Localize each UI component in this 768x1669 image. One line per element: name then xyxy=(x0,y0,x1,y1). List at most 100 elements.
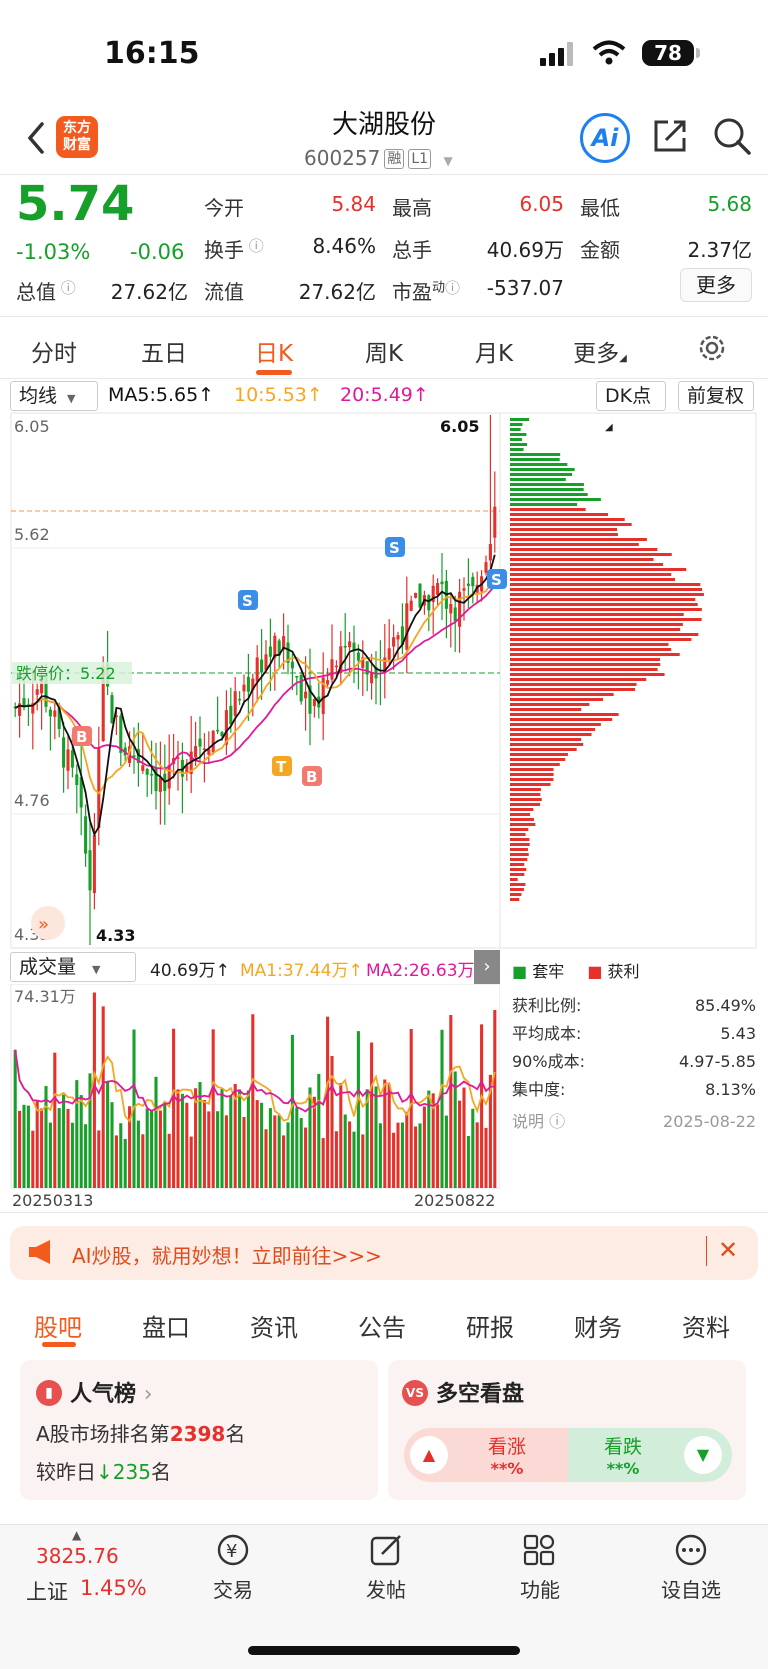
chip-bar xyxy=(510,858,528,861)
nav-post[interactable]: 发帖 xyxy=(366,1578,406,1602)
chip-bar xyxy=(510,843,530,846)
chip-bar xyxy=(510,603,698,606)
banner-text[interactable]: AI炒股，就用妙想！立即前往>>> xyxy=(72,1244,382,1268)
candle-body xyxy=(431,585,435,603)
volume-selector[interactable]: 成交量 ▼ xyxy=(10,952,136,982)
tab-weekly-k[interactable]: 周K xyxy=(364,341,404,367)
chip-bar xyxy=(510,833,526,836)
candle-body xyxy=(207,749,211,755)
candle-body xyxy=(326,680,330,685)
volume-bar xyxy=(92,992,96,1188)
chip-bar xyxy=(510,623,683,626)
chip-bar xyxy=(510,608,702,611)
candle-body xyxy=(308,685,312,714)
close-icon[interactable]: ✕ xyxy=(718,1236,739,1264)
volume-bar xyxy=(449,1015,453,1188)
more-button[interactable]: 更多 xyxy=(680,268,752,302)
tab-daily-k[interactable]: 日K xyxy=(254,341,294,367)
collapse-arrow-icon[interactable]: › xyxy=(474,950,500,984)
tab-news[interactable]: 资讯 xyxy=(250,1314,298,1342)
turnover-label[interactable]: 换手 ⓘ xyxy=(204,237,264,262)
volume-bar xyxy=(282,1135,286,1188)
chip-bar xyxy=(510,553,672,556)
candle-body xyxy=(53,710,57,717)
volume-bar xyxy=(308,1087,312,1188)
chip-bar xyxy=(510,628,681,631)
ai-button[interactable]: Ai xyxy=(580,113,630,163)
volume-bar xyxy=(110,1102,114,1188)
chip-bar xyxy=(510,743,584,746)
candle-body xyxy=(176,757,180,759)
candle-body xyxy=(194,746,198,758)
mktcap-label[interactable]: 总值 ⓘ xyxy=(16,279,76,304)
sell-signal: S xyxy=(389,539,400,557)
chip-bar xyxy=(510,733,592,736)
candle-body xyxy=(242,684,246,692)
dk-selector[interactable]: DK点◢ xyxy=(596,381,666,433)
tab-finance[interactable]: 财务 xyxy=(574,1314,622,1342)
volume-bar xyxy=(268,1108,272,1188)
back-icon[interactable] xyxy=(22,118,52,158)
amount-label: 金额 xyxy=(580,238,620,262)
tab-research[interactable]: 研报 xyxy=(466,1314,514,1342)
volume-bar xyxy=(409,1028,413,1188)
volume-bar xyxy=(114,1135,118,1188)
index-value[interactable]: 3825.76 xyxy=(36,1544,119,1568)
candle-body xyxy=(220,732,224,737)
trade-icon[interactable]: ¥ xyxy=(214,1532,252,1568)
candle-body xyxy=(348,641,352,648)
settings-icon[interactable] xyxy=(696,332,728,364)
volume-bar xyxy=(277,1115,281,1188)
index-pct[interactable]: 1.45% xyxy=(80,1576,147,1600)
index-name[interactable]: 上证 xyxy=(26,1580,68,1604)
candle-body xyxy=(273,635,277,658)
tab-more[interactable]: 更多◢ xyxy=(573,341,627,367)
popularity-title[interactable]: 人气榜 › xyxy=(70,1382,153,1407)
candle-body xyxy=(57,707,61,729)
vol-ma2-label: MA2:26.63万↑ xyxy=(366,961,489,981)
volume-bar xyxy=(444,1115,448,1188)
high-label: 最高 xyxy=(392,196,432,220)
tab-five-day[interactable]: 五日 xyxy=(141,341,187,367)
tab-guba[interactable]: 股吧 xyxy=(34,1314,82,1342)
chip-bar xyxy=(510,898,520,901)
nav-function[interactable]: 功能 xyxy=(520,1578,560,1602)
tab-pankou[interactable]: 盘口 xyxy=(142,1314,190,1342)
tab-monthly-k[interactable]: 月K xyxy=(474,341,514,367)
search-icon[interactable] xyxy=(712,116,752,156)
pe-label[interactable]: 市盈动ⓘ xyxy=(392,279,461,304)
adjust-selector[interactable]: 前复权 xyxy=(678,381,754,411)
tab-notice[interactable]: 公告 xyxy=(358,1314,406,1342)
watchlist-icon[interactable] xyxy=(672,1532,710,1568)
kline-chart[interactable]: 6.05 5.62 4.76 4.33 6.05 4.33 跌停价：5.22 S… xyxy=(0,410,768,950)
candle-body xyxy=(145,768,149,775)
expand-up-icon[interactable]: ▲ xyxy=(72,1528,82,1542)
function-icon[interactable] xyxy=(521,1532,559,1568)
post-icon[interactable] xyxy=(368,1532,406,1568)
volume-bar xyxy=(216,1111,220,1188)
candle-body xyxy=(458,591,462,627)
volume-bar xyxy=(158,1110,162,1188)
ai-banner[interactable] xyxy=(10,1226,758,1280)
ma-selector[interactable]: 均线 ▼ xyxy=(10,381,98,411)
share-icon[interactable] xyxy=(650,116,690,156)
candle-body xyxy=(84,816,88,854)
chip-bar xyxy=(510,633,699,636)
volume-bar xyxy=(484,1127,488,1188)
chip-bar xyxy=(510,838,530,841)
y-label-mid: 5.62 xyxy=(14,525,50,544)
candle-body xyxy=(299,675,303,702)
candle-body xyxy=(330,659,334,680)
chip-bar xyxy=(510,663,661,666)
chip-legend: ■ 套牢 ■ 获利 xyxy=(512,962,640,981)
candle-body xyxy=(211,730,215,753)
tab-profile[interactable]: 资料 xyxy=(682,1314,730,1342)
nav-add-watchlist[interactable]: 设自选 xyxy=(661,1578,721,1602)
tab-intraday[interactable]: 分时 xyxy=(31,341,77,367)
candle-body xyxy=(290,661,294,669)
popularity-card[interactable] xyxy=(20,1360,378,1500)
nav-trade[interactable]: 交易 xyxy=(213,1578,253,1602)
date-end: 20250822 xyxy=(414,1191,495,1210)
stock-code[interactable]: 600257 融 L1 ▼ xyxy=(304,146,453,170)
volume-bar xyxy=(180,1093,184,1188)
